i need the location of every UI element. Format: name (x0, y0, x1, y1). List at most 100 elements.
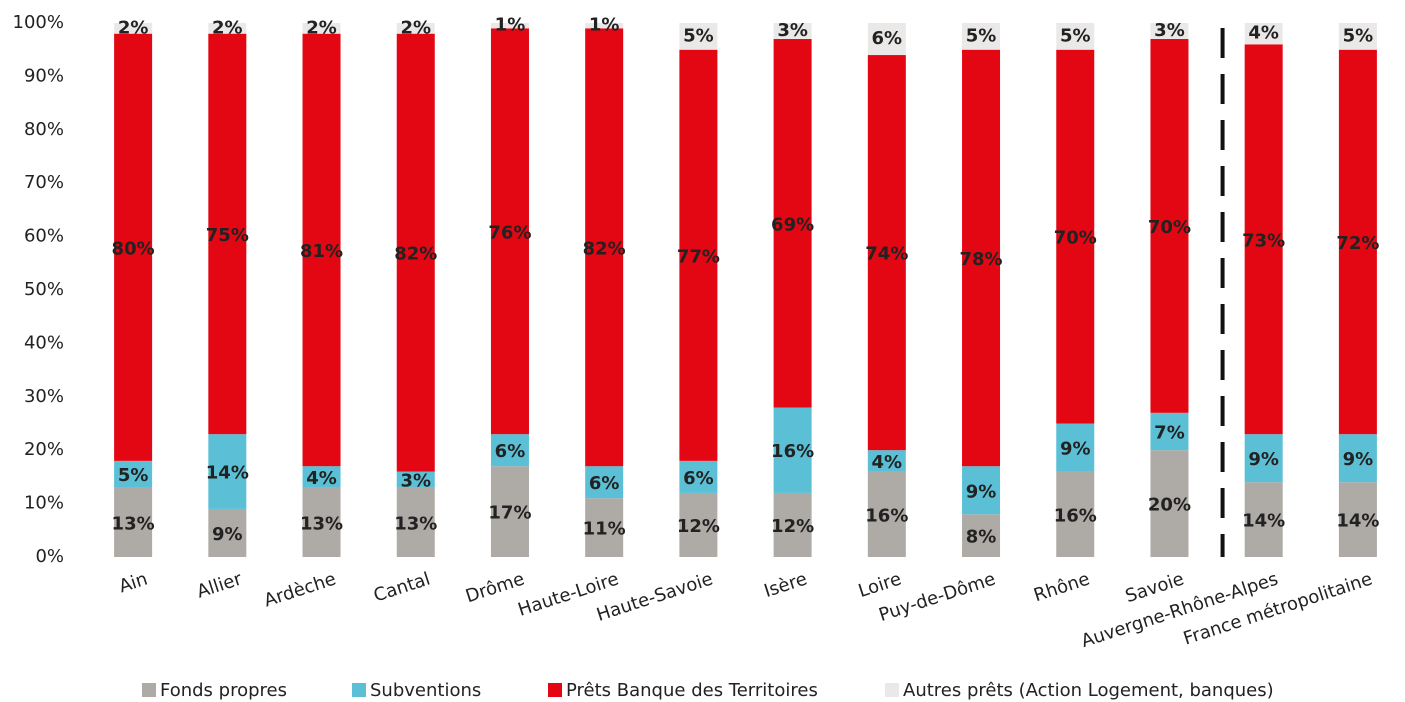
value-label: 14% (1336, 511, 1379, 532)
y-tick-label: 50% (24, 279, 64, 300)
value-label: 74% (865, 244, 908, 265)
bar-segment (1244, 434, 1283, 483)
value-label: 3% (777, 20, 808, 41)
bar-segment (114, 460, 153, 488)
value-label: 5% (118, 465, 149, 486)
bar-segment (1338, 23, 1377, 50)
y-tick-label: 40% (24, 332, 64, 353)
value-label: 76% (488, 222, 531, 243)
bar-segment (208, 508, 247, 557)
x-tick-group: Ain (116, 569, 150, 598)
bar-segment (585, 28, 624, 467)
bar-segment (1150, 412, 1189, 451)
bar-segment (1150, 39, 1189, 413)
value-label: 2% (306, 17, 337, 38)
y-tick-label: 70% (24, 172, 64, 193)
bar-segment (302, 33, 341, 467)
x-tick-label: Rhône (1031, 569, 1092, 607)
value-label: 6% (495, 441, 526, 462)
bar-segment (679, 23, 718, 50)
x-tick-group: Allier (194, 568, 245, 602)
bar-segment (114, 487, 153, 557)
value-label: 5% (1343, 25, 1374, 46)
value-label: 80% (112, 238, 155, 259)
value-label: 75% (206, 225, 249, 246)
legend-swatch (885, 683, 899, 697)
x-tick-label: Isère (762, 569, 810, 603)
value-label: 7% (1154, 423, 1185, 444)
bar-segment (1056, 49, 1095, 424)
value-label: 1% (589, 15, 620, 36)
bar-segment (773, 23, 812, 40)
y-tick-label: 60% (24, 226, 64, 247)
value-label: 70% (1054, 228, 1097, 249)
value-label: 16% (1054, 505, 1097, 526)
value-label: 2% (212, 17, 243, 38)
value-label: 3% (1154, 20, 1185, 41)
value-label: 69% (771, 214, 814, 235)
bar-segment (867, 23, 906, 56)
bar-segment (867, 471, 906, 557)
y-tick-label: 10% (24, 493, 64, 514)
bar-segment (867, 55, 906, 451)
bar-segment (396, 471, 435, 488)
value-label: 72% (1336, 233, 1379, 254)
value-label: 16% (865, 505, 908, 526)
bar-segment (679, 49, 718, 461)
bar-segment (208, 23, 247, 34)
value-label: 70% (1148, 217, 1191, 238)
x-tick-label: Ain (116, 569, 150, 598)
legend-label: Subventions (370, 680, 481, 701)
bar-segment (490, 23, 529, 29)
bar-segment (1150, 450, 1189, 557)
bar-segment (679, 492, 718, 557)
value-label: 14% (206, 463, 249, 484)
x-tick-group: Rhône (1031, 569, 1092, 607)
bar-segment (114, 33, 153, 461)
x-tick-label: Cantal (371, 569, 433, 607)
bar-segment (302, 487, 341, 557)
value-label: 20% (1148, 495, 1191, 516)
bar-segment (962, 466, 1001, 515)
bar-segment (962, 49, 1001, 467)
bar-segment (585, 23, 624, 29)
value-label: 16% (771, 441, 814, 462)
bar-segment (1338, 482, 1377, 557)
bar-segment (585, 498, 624, 557)
bar-segment (302, 466, 341, 488)
value-label: 12% (771, 516, 814, 537)
value-label: 9% (212, 524, 243, 545)
y-tick-label: 0% (35, 546, 64, 567)
legend-swatch (142, 683, 156, 697)
value-label: 77% (677, 246, 720, 267)
legend-label: Prêts Banque des Territoires (566, 680, 818, 701)
legend-label: Fonds propres (160, 680, 287, 701)
value-label: 82% (583, 238, 626, 259)
value-label: 73% (1242, 230, 1285, 251)
bar-segment (773, 39, 812, 408)
value-label: 4% (872, 452, 903, 473)
value-label: 13% (112, 513, 155, 534)
bar-segment (1056, 471, 1095, 557)
bar-segment (773, 407, 812, 493)
y-tick-label: 20% (24, 439, 64, 460)
bar-segment (1244, 44, 1283, 435)
x-tick-label: Allier (194, 568, 245, 602)
value-label: 9% (1343, 449, 1374, 470)
value-label: 13% (394, 513, 437, 534)
bar-segment (396, 23, 435, 34)
bar-segment (585, 466, 624, 499)
bar-segment (396, 33, 435, 472)
bar-segment (962, 23, 1001, 50)
y-tick-label: 80% (24, 119, 64, 140)
x-tick-group: Cantal (371, 569, 433, 607)
bar-segment (1244, 482, 1283, 557)
value-label: 14% (1242, 511, 1285, 532)
bar-segment (1338, 49, 1377, 435)
value-label: 4% (306, 468, 337, 489)
value-label: 5% (683, 25, 714, 46)
bar-segment (490, 466, 529, 557)
value-label: 6% (872, 28, 903, 49)
value-label: 2% (118, 17, 149, 38)
bar-segment (962, 514, 1001, 557)
